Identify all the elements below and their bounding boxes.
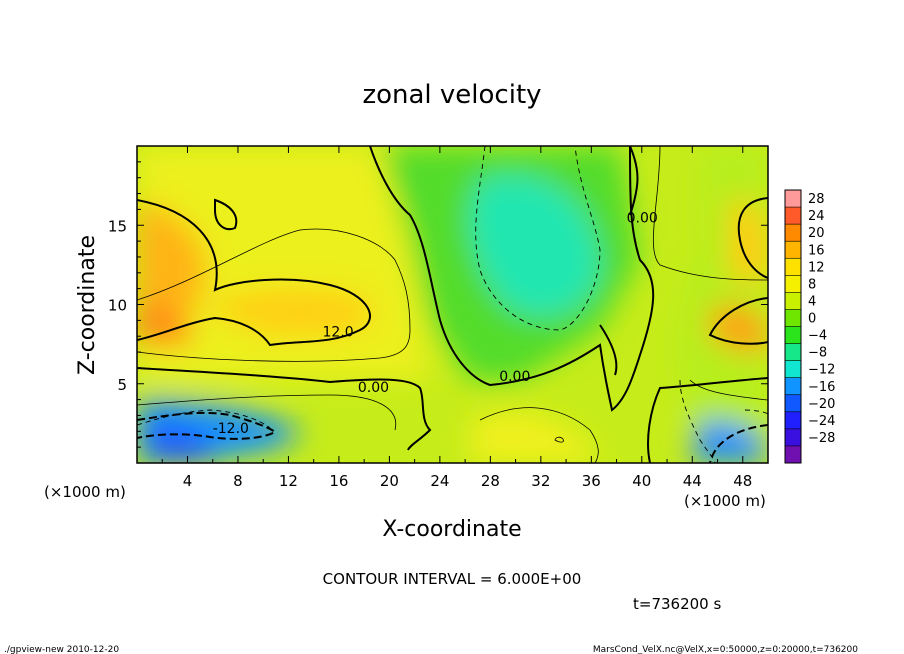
colorbar-band <box>785 428 801 447</box>
colorbar: 28 24 20 16 12 8 4 0 −4 −8 −12 −16 −20 −24 −28 <box>784 189 835 464</box>
colorbar-label: −24 <box>808 414 835 429</box>
contour-label: -12.0 <box>213 421 249 437</box>
colorbar-band <box>785 207 801 225</box>
colorbar-label: 16 <box>808 243 825 258</box>
y-axis-label: Z-coordinate <box>75 235 100 375</box>
colorbar-label: −4 <box>808 329 827 344</box>
y-tick-label: 5 <box>117 376 127 394</box>
colorbar-label: −20 <box>808 397 835 412</box>
colorbar-label: 8 <box>808 277 816 292</box>
colorbar-band <box>785 275 801 293</box>
x-tick-label: 28 <box>481 472 500 490</box>
colorbar-band <box>785 190 801 208</box>
x-axis-label: X-coordinate <box>382 517 521 542</box>
x-tick-label: 48 <box>733 472 752 490</box>
time-text: t=736200 s <box>633 595 721 613</box>
colorbar-band <box>785 377 801 396</box>
colorbar-label: −28 <box>808 431 835 446</box>
colorbar-band <box>785 445 801 464</box>
footer-right: MarsCond_VelX.nc@VelX,x=0:50000,z=0:2000… <box>593 645 858 654</box>
colorbar-label: −12 <box>808 363 835 378</box>
colorbar-band <box>785 343 801 362</box>
colorbar-label: −16 <box>808 380 835 395</box>
colorbar-label: 20 <box>808 226 825 241</box>
x-unit-label-right: (×1000 m) <box>684 492 766 510</box>
x-tick-label: 36 <box>582 472 601 490</box>
y-axis: 5 10 15 <box>108 161 768 448</box>
colorbar-band <box>785 360 801 379</box>
colorbar-band <box>785 309 801 327</box>
x-tick-label: 20 <box>380 472 399 490</box>
chart-title: zonal velocity <box>362 80 541 110</box>
y-tick-label: 15 <box>108 217 127 235</box>
x-tick-label: 16 <box>329 472 348 490</box>
colorbar-label: 4 <box>808 294 816 309</box>
colorbar-band <box>785 241 801 259</box>
x-tick-label: 44 <box>683 472 702 490</box>
x-axis: 4 8 12 16 20 24 28 32 36 40 44 48 <box>161 146 752 490</box>
colorbar-band <box>785 224 801 242</box>
x-tick-label: 8 <box>233 472 243 490</box>
y-tick-label: 10 <box>108 297 127 315</box>
footer-left: ./gpview-new 2010-12-20 <box>4 645 119 654</box>
x-tick-label: 12 <box>279 472 298 490</box>
x-tick-label: 32 <box>531 472 550 490</box>
x-tick-label: 40 <box>632 472 651 490</box>
contour-label: 0.00 <box>499 369 530 385</box>
contour-label: 0.00 <box>358 380 389 396</box>
x-tick-label: 24 <box>430 472 449 490</box>
plot-area: 12.0 0.00 0.00 0.00 -12.0 <box>137 146 768 463</box>
colorbar-band <box>785 411 801 430</box>
colorbar-label: −8 <box>808 346 827 361</box>
colorbar-band <box>785 394 801 413</box>
contour-labels: 12.0 0.00 0.00 0.00 -12.0 <box>213 210 658 437</box>
colorbar-band <box>785 292 801 310</box>
colorbar-label: 0 <box>808 312 816 327</box>
colorbar-label: 28 <box>808 192 825 207</box>
colorbar-label: 24 <box>808 209 825 224</box>
contour-label: 12.0 <box>323 324 354 340</box>
x-unit-label: (×1000 m) <box>44 483 126 501</box>
contour-label: 0.00 <box>627 210 658 226</box>
x-tick-label: 4 <box>183 472 193 490</box>
contour-interval-text: CONTOUR INTERVAL = 6.000E+00 <box>323 570 582 588</box>
colorbar-label: 12 <box>808 260 825 275</box>
colorbar-band <box>785 258 801 276</box>
colorbar-band <box>785 326 801 345</box>
